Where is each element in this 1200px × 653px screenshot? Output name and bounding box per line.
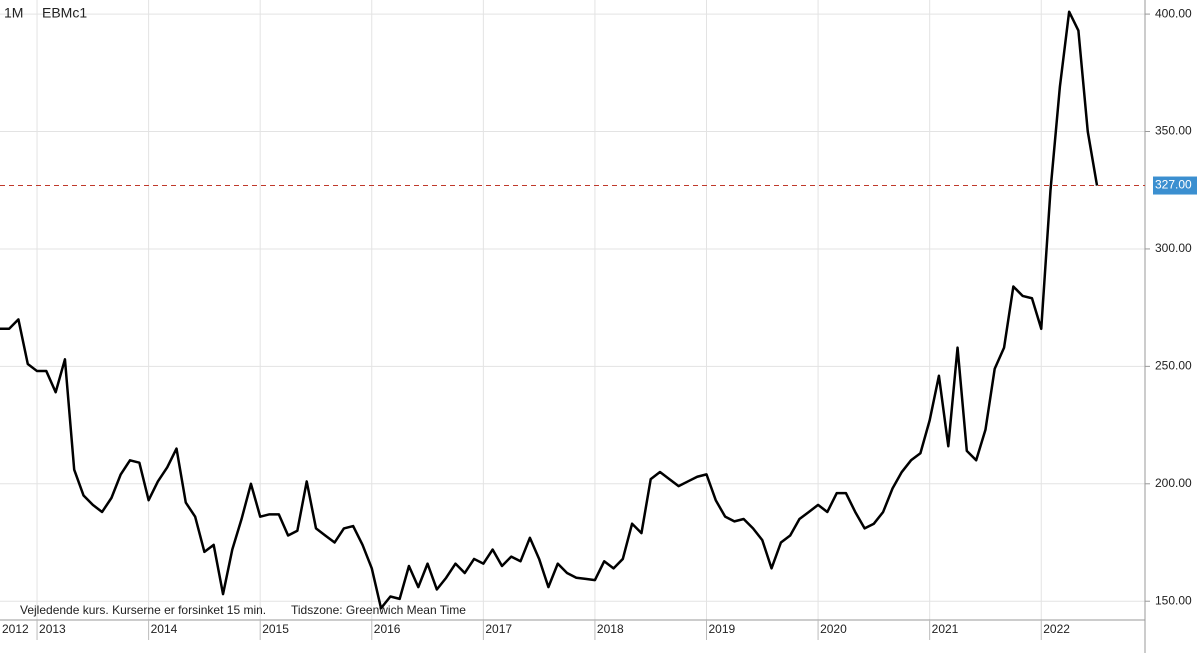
y-tick-label: 250.00	[1155, 359, 1192, 373]
y-tick-label: 350.00	[1155, 124, 1192, 138]
x-tick-label: 2012	[2, 622, 29, 636]
x-tick-label: 2018	[597, 622, 624, 636]
price-line-series	[0, 10, 1099, 610]
price-label: 327.00	[1155, 178, 1192, 192]
x-tick-label: 2014	[151, 622, 178, 636]
price-label-box	[1153, 176, 1197, 195]
x-tick-label: 2016	[374, 622, 401, 636]
y-tick-label: 200.00	[1155, 476, 1192, 490]
symbol: EBMc1	[42, 5, 87, 21]
y-tick-label: 150.00	[1155, 593, 1192, 607]
period: 1M	[4, 5, 23, 21]
x-tick-label: 2022	[1043, 622, 1070, 636]
timezone: Tidszone: Greenwich Mean Time	[291, 603, 466, 617]
x-tick-label: 2020	[820, 622, 847, 636]
y-tick-label: 300.00	[1155, 241, 1192, 255]
x-tick-label: 2017	[485, 622, 512, 636]
x-tick-label: 2013	[39, 622, 66, 636]
x-tick-label: 2019	[709, 622, 736, 636]
x-tick-label: 2015	[262, 622, 289, 636]
x-tick-label: 2021	[932, 622, 959, 636]
footnote: Vejledende kurs. Kurserne er forsinket 1…	[20, 603, 266, 617]
y-tick-label: 400.00	[1155, 6, 1192, 20]
grid	[0, 0, 1145, 620]
